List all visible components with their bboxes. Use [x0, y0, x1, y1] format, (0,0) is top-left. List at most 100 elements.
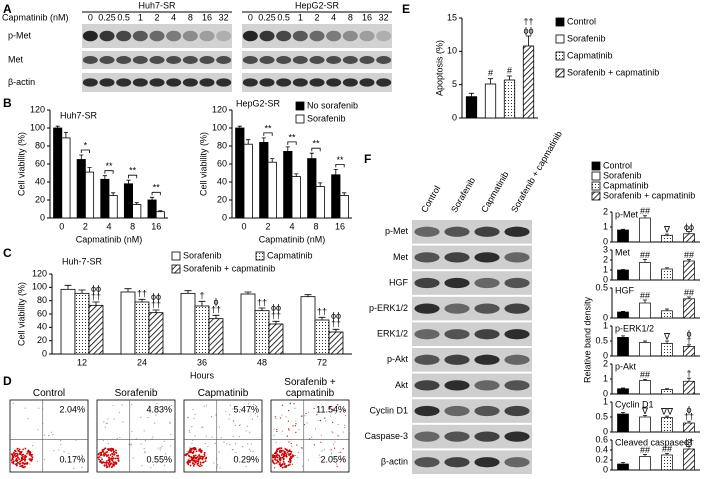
- event-dot: [288, 429, 290, 431]
- event-dot: [281, 404, 283, 406]
- bar: [61, 137, 71, 219]
- column-label: Capmatinib: [479, 170, 510, 214]
- event-dot: [24, 462, 27, 465]
- event-dot: [201, 457, 204, 460]
- y-tick-label: 0.5: [595, 282, 608, 292]
- significance-bracket: [335, 164, 345, 168]
- concentration-label: 1: [138, 12, 143, 22]
- annotation: ##: [684, 287, 694, 297]
- event-dot: [279, 417, 282, 419]
- blot-row-label: Caspase-3: [364, 431, 408, 441]
- event-dot: [239, 424, 241, 426]
- blot-band: [444, 252, 470, 263]
- blot-band: [414, 303, 440, 314]
- concentration-label: 8: [188, 12, 193, 22]
- blot-band: [414, 329, 440, 340]
- significance-label: **: [153, 183, 161, 193]
- panel-label: F: [364, 152, 371, 166]
- event-dot: [107, 454, 110, 456]
- event-dot: [103, 461, 106, 464]
- event-dot: [110, 463, 112, 465]
- bar: [683, 346, 695, 357]
- bar: [315, 186, 325, 219]
- event-dot: [300, 415, 303, 417]
- error-bar: [665, 388, 669, 390]
- event-dot: [141, 465, 143, 467]
- event-dot: [58, 449, 60, 451]
- bar: [300, 296, 316, 355]
- blot-band: [504, 457, 530, 468]
- legend-label: Control: [567, 16, 596, 26]
- event-dot: [226, 443, 228, 445]
- concentration-label: 1: [298, 12, 303, 22]
- event-dot: [273, 452, 276, 455]
- y-tick-label: 2: [603, 254, 608, 264]
- error-bar: [665, 267, 669, 269]
- event-dot: [332, 421, 334, 423]
- bar: [465, 96, 478, 119]
- event-dot: [110, 466, 113, 469]
- event-dot: [161, 461, 163, 463]
- event-dot: [196, 458, 198, 460]
- chart-title: Huh7-SR: [60, 110, 98, 120]
- event-dot: [48, 435, 50, 437]
- bar: [74, 292, 90, 355]
- event-dot: [289, 452, 292, 455]
- error-bar: [304, 294, 312, 297]
- event-dot: [273, 462, 276, 465]
- event-dot: [203, 457, 205, 459]
- event-dot: [108, 460, 111, 462]
- blot-band: [216, 56, 232, 64]
- event-dot: [16, 453, 19, 456]
- event-dot: [164, 464, 166, 466]
- event-dot: [100, 451, 103, 454]
- plot-title-box: Sorafenib + capmatinib: [284, 377, 335, 398]
- bar: [235, 127, 245, 219]
- bar: [108, 195, 118, 219]
- blot-band: [216, 30, 232, 42]
- event-dot: [344, 415, 347, 417]
- error-bar: [665, 415, 669, 418]
- event-dot: [188, 430, 191, 432]
- event-dot: [309, 438, 311, 440]
- event-dot: [278, 455, 281, 458]
- event-dot: [280, 450, 283, 452]
- event-dot: [193, 460, 196, 463]
- blot-band: [342, 56, 358, 64]
- concentration-label: 0.25: [258, 12, 276, 22]
- blot-band: [474, 277, 500, 289]
- annotation: ††: [523, 16, 533, 26]
- event-dot: [112, 461, 115, 464]
- event-dot: [291, 456, 294, 458]
- blot-band: [376, 56, 392, 64]
- event-dot: [197, 462, 199, 465]
- plot-title: Capmatinib: [197, 387, 249, 399]
- significance-bracket: [80, 149, 90, 153]
- blot-band: [326, 30, 342, 42]
- blot-band: [474, 252, 500, 263]
- event-dot: [229, 443, 231, 446]
- concentration-label: 0.25: [98, 12, 116, 22]
- event-dot: [203, 451, 206, 454]
- error-bar: [134, 202, 139, 205]
- blot-band: [414, 277, 440, 289]
- event-dot: [234, 443, 237, 445]
- x-tick-label: 8: [313, 221, 318, 231]
- error-bar: [237, 125, 242, 128]
- legend-swatch: [295, 101, 305, 111]
- concentration-label: 16: [202, 12, 212, 22]
- group-label: HepG2-SR: [295, 0, 340, 10]
- legend-label: Sorafenib + capmatinib: [183, 263, 275, 273]
- blot-band: [376, 78, 392, 87]
- blot-band: [414, 431, 440, 442]
- blot-band: [276, 56, 292, 64]
- y-tick-label: 1: [603, 264, 608, 274]
- event-dot: [111, 457, 114, 460]
- blot-band: [474, 457, 500, 468]
- event-dot: [291, 454, 294, 457]
- event-dot: [281, 466, 284, 469]
- event-dot: [190, 447, 193, 450]
- event-dot: [318, 419, 320, 422]
- annotation: ∇: [663, 224, 671, 234]
